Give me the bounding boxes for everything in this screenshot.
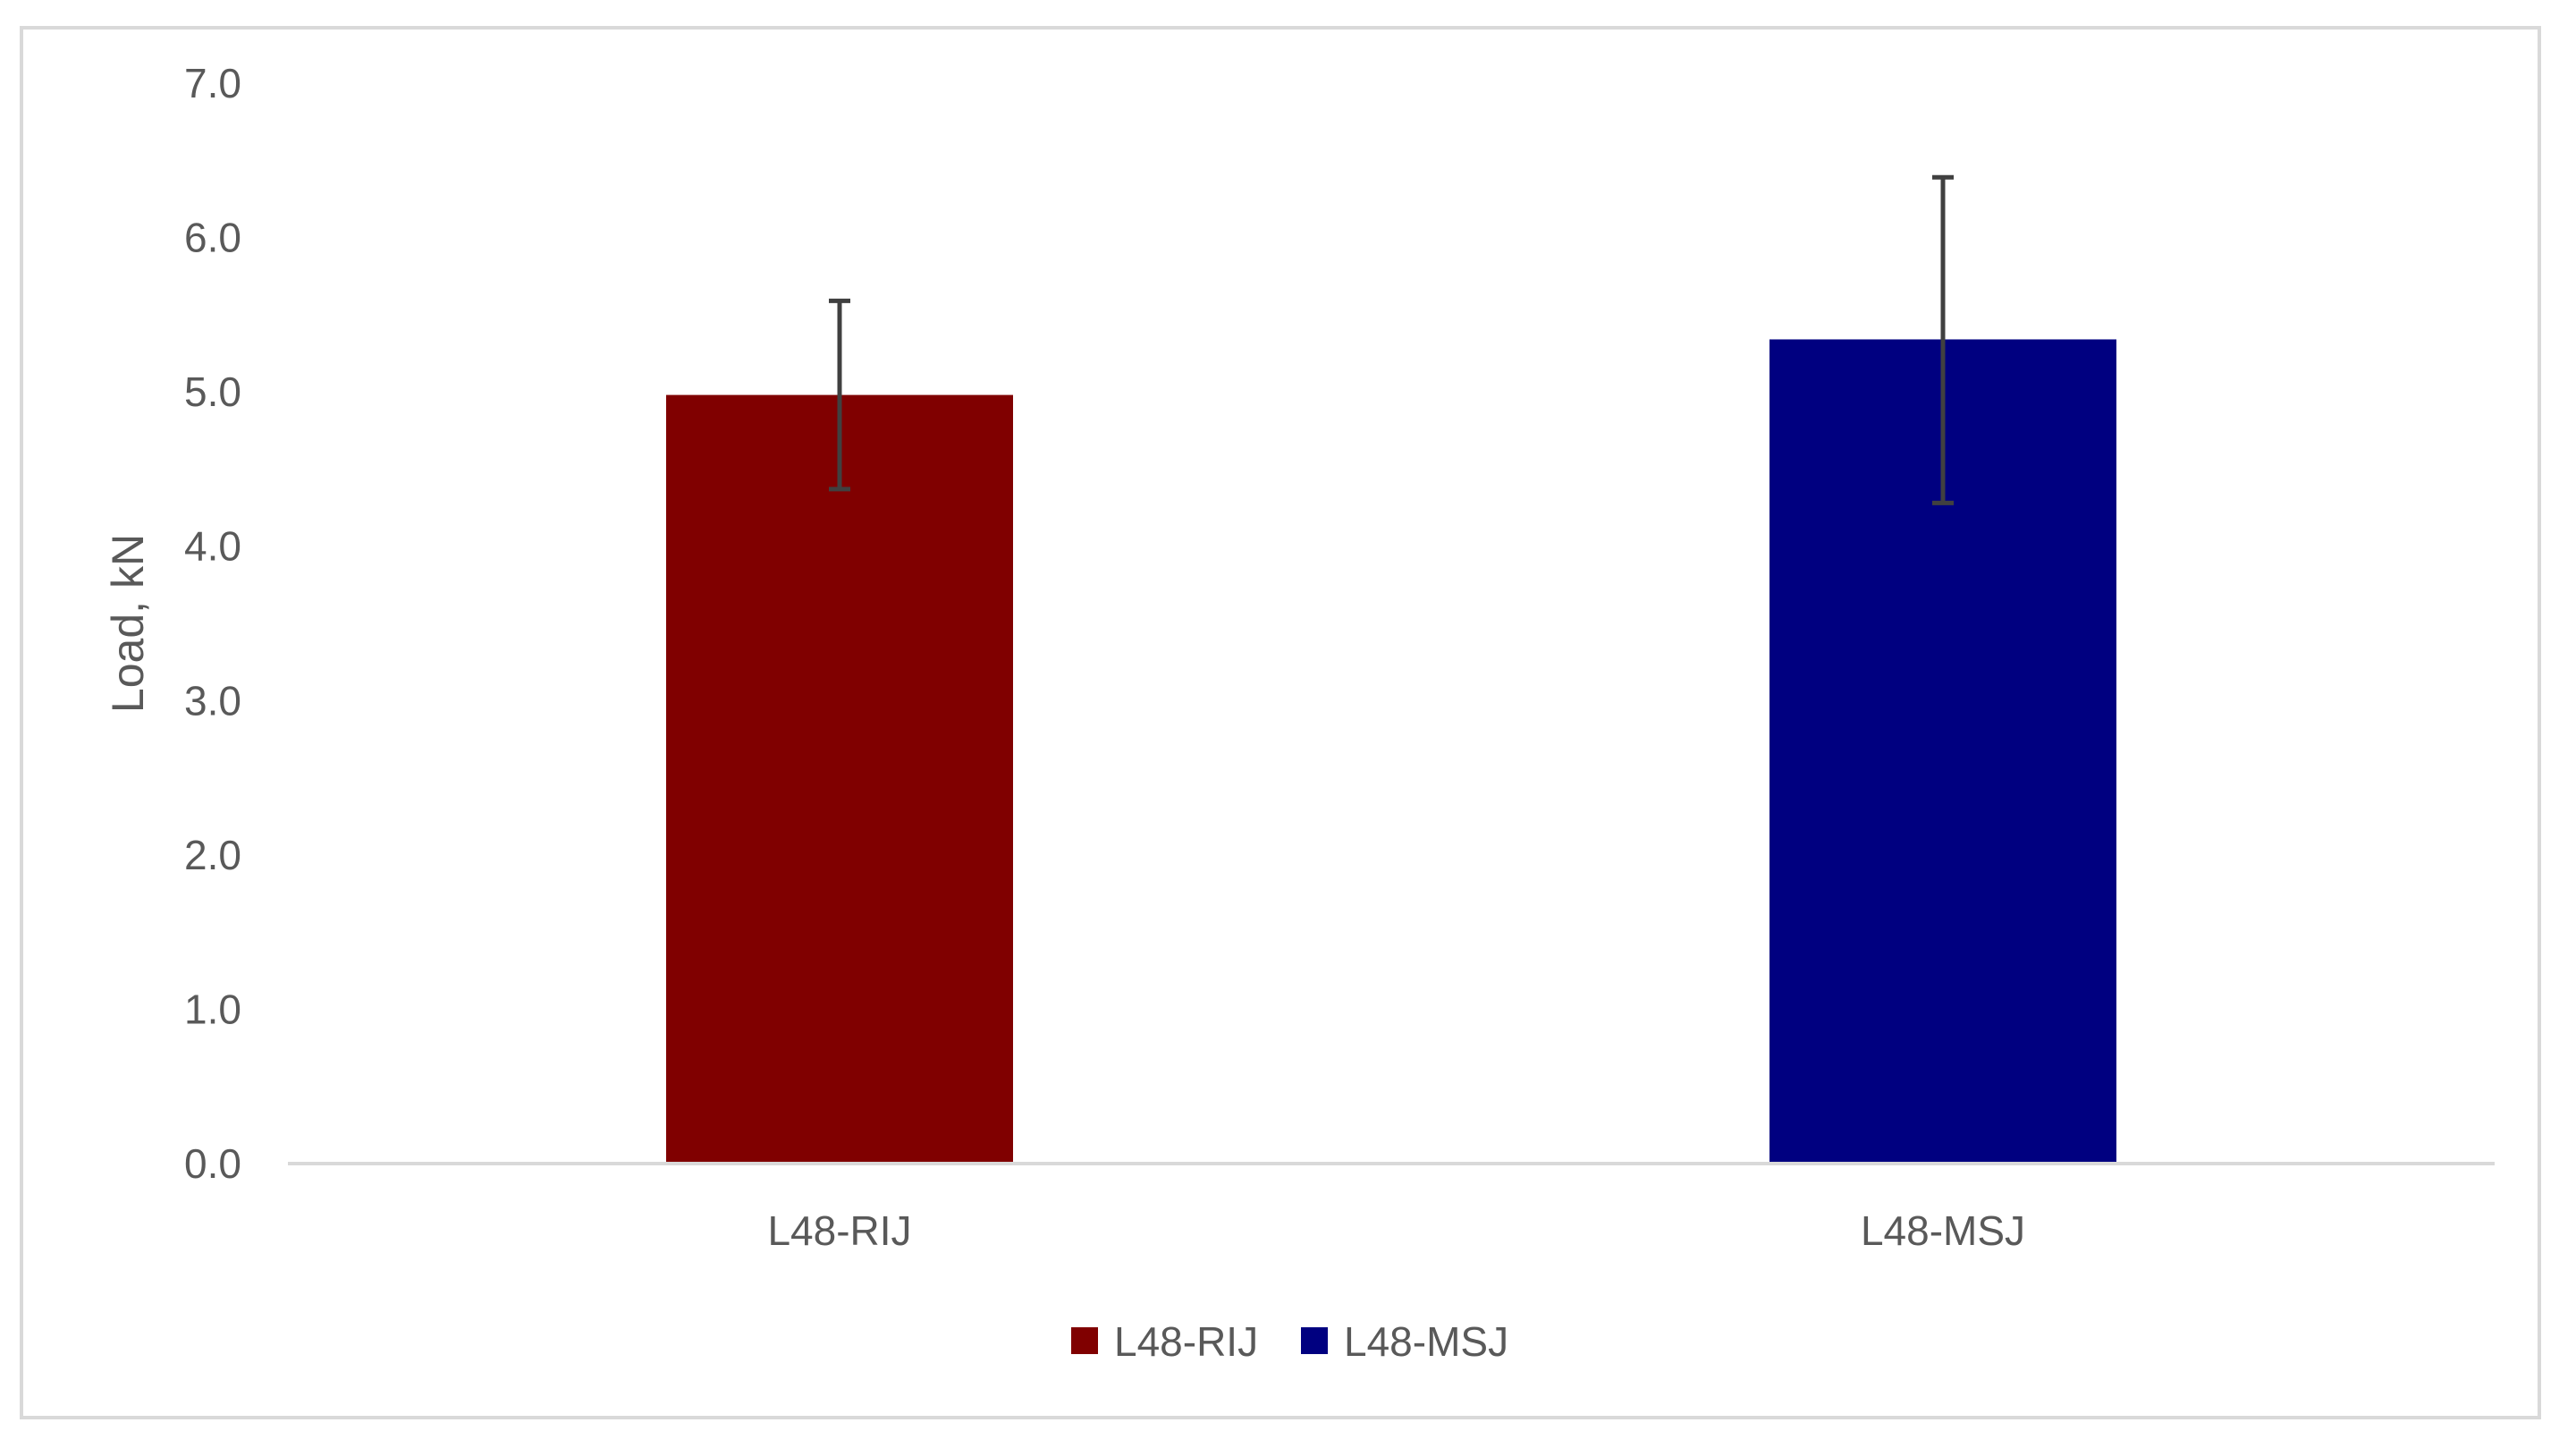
error-bar-l48-rij (829, 298, 850, 492)
y-tick-label: 3.0 (184, 677, 241, 724)
error-bar-l48-msj (1932, 174, 1954, 505)
legend: L48-RIJ L48-MSJ (1071, 1318, 1508, 1365)
x-tick-label: L48-MSJ (1861, 1207, 2025, 1254)
x-tick-label: L48-RIJ (767, 1207, 911, 1254)
bars (666, 339, 2116, 1164)
legend-swatch (1301, 1327, 1328, 1354)
chart-area (20, 26, 2541, 1419)
y-axis-title: Load, kN (103, 534, 153, 713)
y-axis-ticks: 0.0 1.0 2.0 3.0 4.0 5.0 6.0 7.0 (184, 60, 241, 1187)
legend-label: L48-MSJ (1344, 1318, 1508, 1365)
legend-label: L48-RIJ (1114, 1318, 1258, 1365)
y-tick-label: 1.0 (184, 986, 241, 1032)
y-tick-label: 5.0 (184, 368, 241, 415)
y-tick-label: 4.0 (184, 523, 241, 570)
legend-swatch (1071, 1327, 1098, 1354)
y-tick-label: 6.0 (184, 215, 241, 261)
bar-l48-rij (666, 394, 1013, 1164)
x-axis-ticks: L48-RIJ L48-MSJ (767, 1207, 2025, 1254)
y-tick-label: 7.0 (184, 60, 241, 106)
error-bars (829, 174, 1954, 505)
y-tick-label: 0.0 (184, 1140, 241, 1187)
y-tick-label: 2.0 (184, 832, 241, 878)
